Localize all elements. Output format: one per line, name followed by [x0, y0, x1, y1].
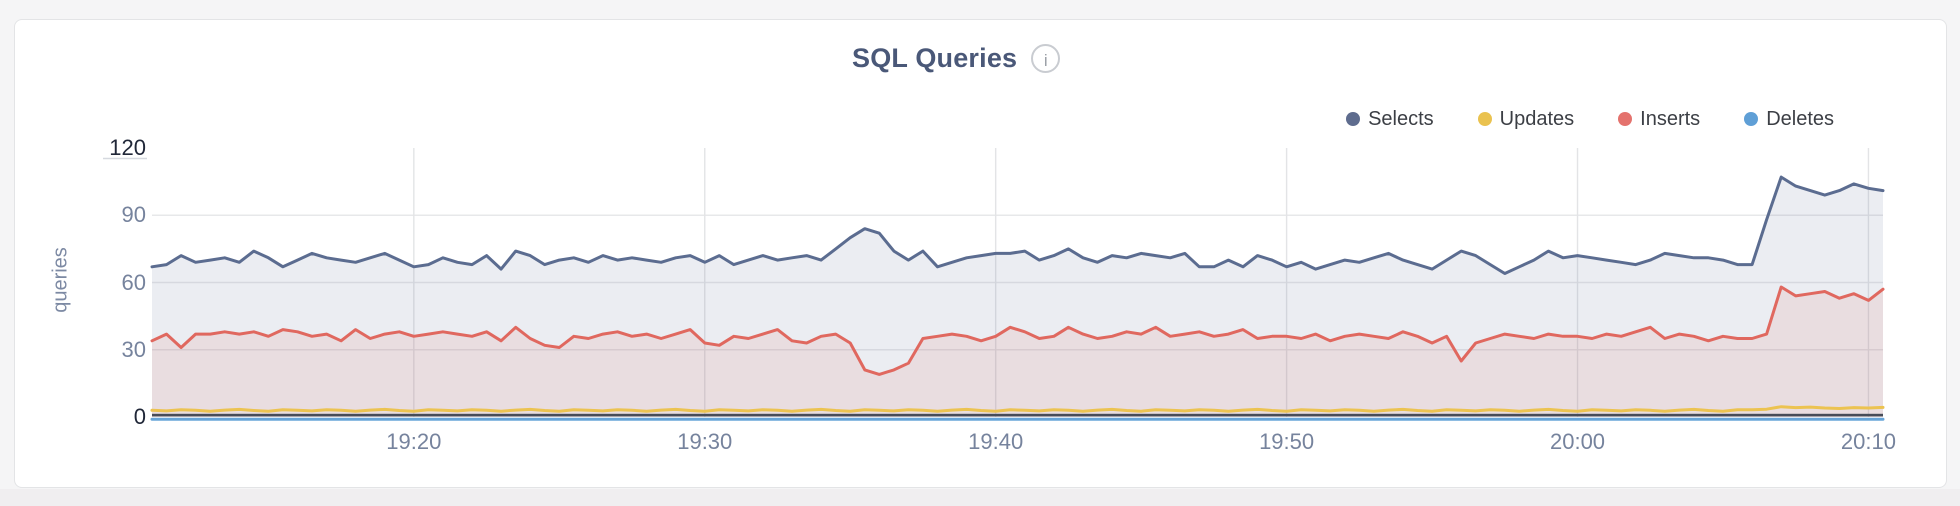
x-axis-line — [152, 413, 1883, 417]
x-tick-label-2000: 20:00 — [1549, 429, 1606, 454]
y-tick-label-120: 120 — [109, 135, 146, 160]
legend-label-deletes: Deletes — [1766, 107, 1834, 130]
legend-label-updates: Updates — [1499, 107, 1575, 130]
legend-label-selects: Selects — [1368, 107, 1434, 130]
info-icon[interactable]: i — [1031, 43, 1061, 73]
legend-item-selects[interactable]: Selects — [1346, 108, 1434, 131]
y-tick-label-30: 30 — [121, 336, 146, 362]
legend-label-inserts: Inserts — [1640, 107, 1701, 130]
x-tick-label-1930: 19:30 — [677, 429, 733, 454]
y-tick-label-0: 0 — [133, 404, 146, 429]
series-area-selects — [152, 177, 1883, 417]
x-tick-label-2010: 20:10 — [1840, 429, 1896, 454]
series-area-inserts — [152, 287, 1883, 417]
next-row-background — [0, 489, 1960, 506]
x-tick-label-1950: 19:50 — [1259, 429, 1315, 454]
legend-item-updates[interactable]: Updates — [1477, 107, 1575, 131]
chart-title: SQL Queries — [852, 42, 1018, 73]
legend-dot-updates — [1477, 112, 1492, 126]
series-line-inserts — [150, 285, 1885, 376]
x-tick-label-1920: 19:20 — [386, 429, 442, 454]
series-line-selects — [150, 175, 1885, 275]
series-line-updates — [150, 405, 1885, 413]
x-tick-label-1940: 19:40 — [968, 429, 1024, 454]
y-tick-label-60: 60 — [121, 269, 146, 295]
y-tick-label-90: 90 — [121, 202, 146, 228]
plot-area[interactable] — [152, 148, 1883, 417]
chart-legend: Selects Updates Inserts Deletes — [1346, 108, 1834, 130]
chart-header: SQL Queries i — [852, 41, 1061, 75]
legend-item-inserts[interactable]: Inserts — [1618, 108, 1700, 131]
legend-dot-deletes — [1744, 112, 1759, 126]
legend-item-deletes[interactable]: Deletes — [1744, 108, 1834, 131]
legend-dot-inserts — [1618, 112, 1633, 126]
legend-dot-selects — [1346, 112, 1361, 126]
